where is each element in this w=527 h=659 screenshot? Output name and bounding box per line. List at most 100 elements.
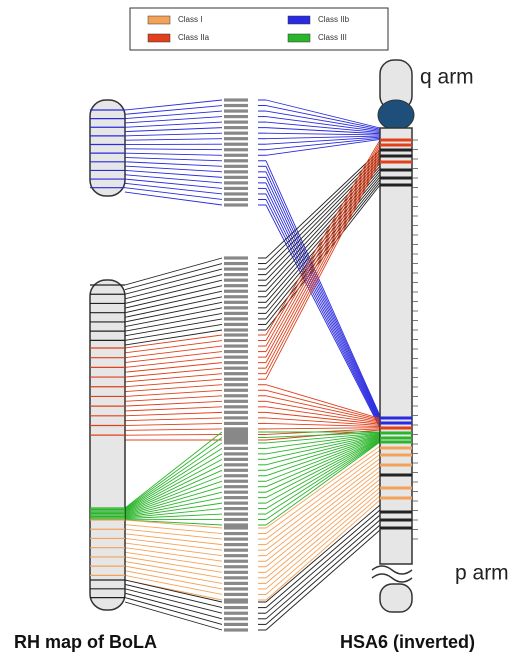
right-link	[266, 500, 380, 600]
marker-name	[224, 447, 248, 450]
centromere	[378, 100, 414, 130]
left-link	[125, 100, 222, 110]
marker-name	[224, 262, 248, 265]
legend-swatch	[288, 16, 310, 24]
right-link	[266, 172, 380, 419]
marker-name	[224, 565, 248, 568]
marker-name	[224, 496, 248, 499]
hsa6-band	[380, 454, 412, 457]
marker-name	[224, 203, 248, 206]
left-link	[125, 139, 222, 141]
left-link	[125, 302, 222, 322]
marker-name	[224, 474, 248, 477]
marker-name	[224, 333, 248, 336]
right-link	[266, 139, 380, 155]
marker-name	[224, 606, 248, 609]
hsa6-band	[380, 139, 412, 142]
left-link	[125, 534, 222, 545]
left-link	[125, 149, 222, 150]
marker-name	[224, 512, 248, 515]
q-arm-label: q arm	[420, 66, 474, 89]
marker-name	[224, 290, 248, 293]
right-link	[266, 138, 380, 149]
left-link	[125, 122, 222, 127]
homology-lines	[125, 100, 380, 630]
marker-columns	[224, 98, 266, 631]
left-link	[125, 423, 222, 425]
right-title: HSA6 (inverted)	[340, 632, 475, 652]
marker-name	[224, 416, 248, 419]
right-link	[266, 437, 380, 476]
hsa6-p-tip	[380, 584, 412, 612]
legend-label: Class I	[178, 15, 202, 24]
marker-name	[224, 463, 248, 466]
marker-name	[224, 389, 248, 392]
left-link	[125, 454, 222, 511]
legend-swatch	[288, 34, 310, 42]
left-link	[125, 418, 222, 421]
hsa6-band	[380, 149, 412, 152]
legend-label: Class III	[318, 33, 347, 42]
right-link	[266, 106, 380, 130]
marker-name	[224, 328, 248, 331]
left-link	[125, 529, 222, 539]
marker-name	[224, 394, 248, 397]
marker-name	[224, 571, 248, 574]
marker-name	[224, 502, 248, 505]
left-link	[125, 286, 222, 308]
left-link	[125, 335, 222, 348]
left-link	[125, 598, 222, 625]
marker-name	[224, 560, 248, 563]
marker-name	[224, 612, 248, 615]
left-link	[125, 153, 222, 155]
hsa6-band	[380, 464, 412, 467]
marker-name	[224, 165, 248, 168]
marker-name	[224, 279, 248, 282]
break-mark	[372, 566, 412, 582]
marker-name	[224, 317, 248, 320]
marker-name	[224, 301, 248, 304]
marker-name	[224, 344, 248, 347]
marker-name	[224, 532, 248, 535]
marker-name	[224, 405, 248, 408]
marker-name	[224, 154, 248, 157]
left-link	[125, 575, 222, 594]
marker-name	[224, 485, 248, 488]
left-link	[125, 580, 222, 602]
left-link	[125, 434, 222, 435]
bola-segment-2	[90, 280, 125, 610]
marker-name	[224, 441, 248, 444]
left-link	[125, 128, 222, 132]
left-link	[125, 476, 222, 514]
left-link	[125, 346, 222, 358]
marker-name	[224, 356, 248, 359]
marker-name	[224, 582, 248, 585]
marker-name	[224, 526, 248, 529]
marker-name	[224, 507, 248, 510]
marker-name	[224, 587, 248, 590]
left-link	[125, 412, 222, 415]
marker-name	[224, 383, 248, 386]
marker-name	[224, 295, 248, 298]
left-link	[125, 584, 222, 607]
marker-name	[224, 452, 248, 455]
marker-name	[224, 284, 248, 287]
right-link	[266, 150, 380, 357]
right-link	[266, 412, 380, 424]
left-link	[125, 133, 222, 136]
marker-name	[224, 159, 248, 162]
marker-name	[224, 458, 248, 461]
left-link	[125, 269, 222, 294]
marker-name	[224, 523, 248, 526]
right-link	[266, 442, 380, 525]
marker-name	[224, 600, 248, 603]
hsa6-band	[380, 487, 412, 490]
marker-name	[224, 554, 248, 557]
hsa6-band	[380, 184, 412, 187]
right-link	[266, 177, 380, 420]
left-link	[125, 352, 222, 363]
left-link	[125, 390, 222, 396]
marker-name	[224, 549, 248, 552]
marker-name	[224, 411, 248, 414]
left-link	[125, 166, 222, 172]
